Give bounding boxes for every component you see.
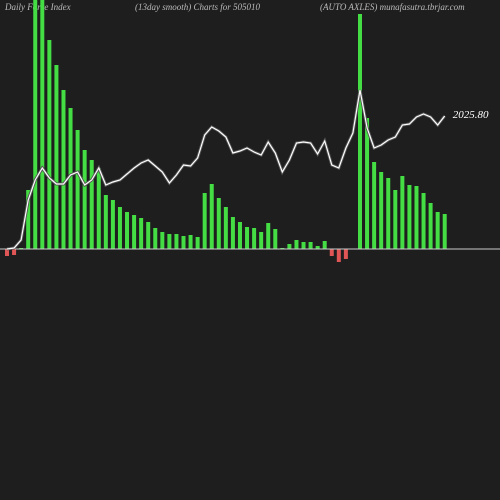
bar [379, 172, 384, 249]
bar [125, 212, 130, 249]
bar [47, 40, 52, 249]
bar [188, 235, 193, 249]
bar [68, 108, 73, 249]
bar [372, 162, 377, 249]
bar [252, 228, 257, 249]
bar [259, 232, 264, 249]
bar [132, 215, 137, 249]
bar [61, 90, 66, 249]
bar [400, 176, 405, 249]
bar [393, 190, 398, 249]
bar [110, 200, 115, 249]
bar [146, 222, 151, 249]
bar [89, 160, 94, 249]
title-right: (AUTO AXLES) munafasutra.tbrjar.com [320, 2, 465, 12]
bar [230, 217, 235, 249]
bar [103, 195, 108, 249]
bar [33, 0, 38, 249]
end-label: 2025.80 [453, 109, 489, 121]
bar [181, 236, 186, 249]
bar [428, 203, 433, 249]
bar [329, 249, 334, 256]
bar [40, 0, 45, 249]
bar [442, 214, 447, 249]
bar [174, 234, 179, 249]
bar [435, 212, 440, 249]
bar [414, 186, 419, 249]
bar [223, 207, 228, 249]
bar [287, 244, 292, 249]
bar [315, 246, 320, 249]
bar [139, 218, 144, 249]
title-left: Daily Force Index [4, 2, 71, 12]
bar [5, 249, 9, 256]
bar [96, 168, 101, 249]
bar [167, 234, 172, 249]
bar [160, 232, 165, 249]
bar [26, 190, 31, 249]
bar [386, 178, 391, 249]
bar [117, 207, 122, 249]
bar [153, 228, 158, 249]
bar [12, 249, 17, 255]
bar [308, 242, 313, 249]
bar [358, 14, 362, 249]
bar [216, 198, 221, 249]
bar [266, 223, 271, 249]
bar [195, 237, 200, 249]
bar [82, 150, 87, 249]
bar [245, 227, 250, 249]
bar [322, 241, 327, 249]
bar [75, 130, 80, 249]
title-center: (13day smooth) Charts for 505010 [135, 2, 261, 12]
bar [294, 240, 299, 249]
bar [365, 118, 370, 249]
bar [273, 229, 278, 249]
bar [407, 185, 412, 249]
bar [336, 249, 341, 262]
bar [237, 222, 242, 249]
bar [202, 193, 207, 249]
bar [421, 193, 426, 249]
bar [54, 65, 59, 249]
line [6, 89, 446, 250]
bar [343, 249, 348, 259]
bar [209, 184, 214, 249]
bar [301, 242, 306, 249]
